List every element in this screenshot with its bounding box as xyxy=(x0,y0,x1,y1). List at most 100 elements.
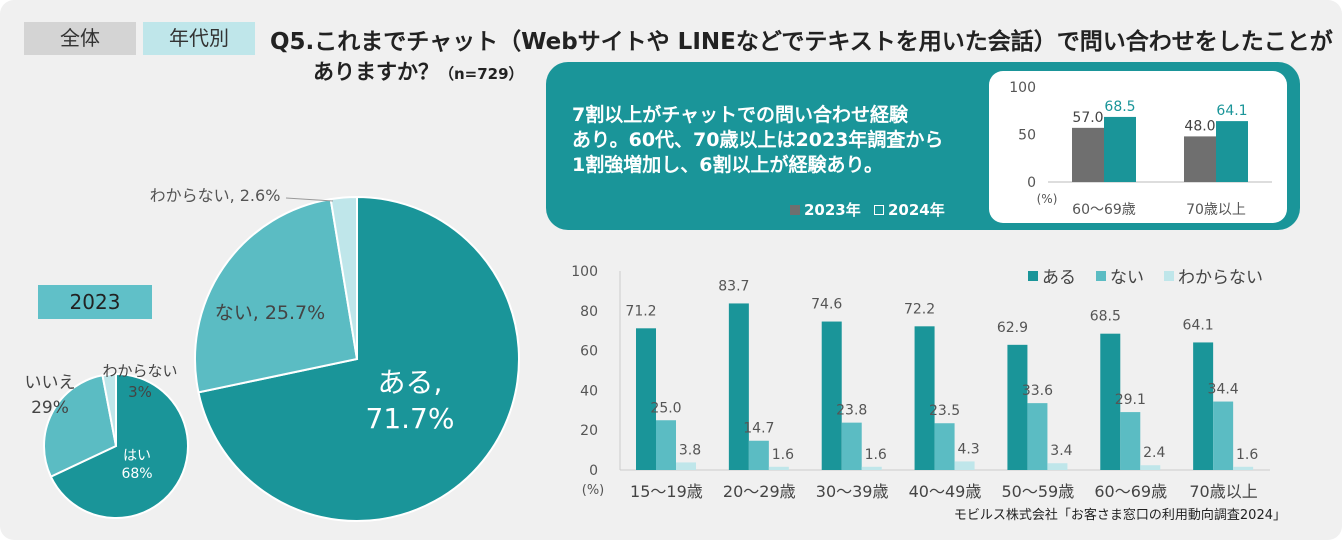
main-bar-3-1 xyxy=(821,321,842,470)
mini-ytick-2: 50 xyxy=(1018,128,1036,144)
main-ytick-3: 40 xyxy=(580,383,598,399)
pie-2023-label-no: いいえ xyxy=(25,373,76,393)
main-category-6: 60〜69歳 xyxy=(1094,482,1167,501)
main-bar-1-2 xyxy=(656,420,676,470)
main-legend-label-3: わからない xyxy=(1178,268,1263,288)
main-value-5-3: 3.4 xyxy=(1050,443,1072,459)
main-bar-2-2 xyxy=(748,440,769,470)
pie-2024-slice-3 xyxy=(329,195,358,360)
tab-all[interactable]: 全体 xyxy=(24,22,136,55)
main-bar-3-2 xyxy=(841,422,862,470)
mini-chart-legend: 2023年 2024年 xyxy=(790,199,945,220)
mini-bar-2-2 xyxy=(1216,121,1248,182)
main-bar-5-2 xyxy=(1027,403,1048,470)
pie-2024-label-no: ない, 25.7% xyxy=(215,302,325,324)
legend-2024-label: 2024年 xyxy=(887,201,945,219)
pie-2023-value-unknown: 3% xyxy=(128,383,152,401)
main-category-3: 30〜39歳 xyxy=(816,482,889,501)
pie-2024-slice-2 xyxy=(194,198,359,394)
pie-2023-value-yes: 68% xyxy=(121,466,152,482)
pie-2024-value-yes: 71.7% xyxy=(366,402,455,435)
mini-bar-2-1 xyxy=(1184,136,1216,182)
main-bar-6-2 xyxy=(1120,412,1141,470)
main-bar-7-2 xyxy=(1213,401,1234,470)
main-value-6-3: 2.4 xyxy=(1143,445,1165,461)
mini-ytick-3: 100 xyxy=(1009,80,1036,96)
year-2023-label: 2023 xyxy=(38,285,152,319)
mini-ylabel: (%) xyxy=(1037,192,1058,206)
main-value-2-2: 14.7 xyxy=(743,421,774,437)
mini-value-2-1: 48.0 xyxy=(1184,118,1215,134)
main-value-1-1: 71.2 xyxy=(625,303,656,319)
main-value-3-1: 74.6 xyxy=(811,297,842,313)
main-bar-5-3 xyxy=(1047,463,1068,470)
main-value-2-3: 1.6 xyxy=(772,447,794,463)
question-title-line1: Q5.これまでチャット（Webサイトや LINEなどでテキストを用いた会話）で問… xyxy=(270,29,1333,55)
mini-value-1-1: 57.0 xyxy=(1072,110,1103,126)
pie-2024-label-yes: ある, xyxy=(378,366,443,399)
main-legend-label-2: ない xyxy=(1110,268,1144,288)
mini-ytick-1: 0 xyxy=(1027,175,1036,191)
pie-2023-label-unknown: わからない xyxy=(102,362,177,380)
main-category-7: 70歳以上 xyxy=(1189,482,1257,501)
main-bar-7-3 xyxy=(1233,466,1254,470)
main-value-6-1: 68.5 xyxy=(1090,309,1121,325)
main-ytick-1: 0 xyxy=(589,463,598,479)
main-bar-6-3 xyxy=(1140,465,1161,470)
main-bar-4-1 xyxy=(914,326,935,470)
legend-2023-label: 2023年 xyxy=(804,201,861,219)
main-value-4-1: 72.2 xyxy=(904,301,935,317)
main-value-3-3: 1.6 xyxy=(865,447,887,463)
callout-line2: あり。60代、70歳以上は2023年調査から xyxy=(572,129,944,151)
main-ytick-4: 60 xyxy=(580,344,598,360)
main-bar-7-1 xyxy=(1193,342,1214,470)
mini-bar-1-1 xyxy=(1072,127,1104,182)
main-ylabel: (%) xyxy=(582,483,605,498)
main-value-1-3: 3.8 xyxy=(679,442,701,458)
main-value-3-2: 23.8 xyxy=(836,403,867,419)
main-legend-swatch-3 xyxy=(1164,271,1174,281)
main-value-7-1: 64.1 xyxy=(1183,317,1214,333)
pie-2024-leader-line xyxy=(285,197,334,202)
source-credit: モビルス株式会社「お客さま窓口の利用動向調査2024」 xyxy=(953,508,1286,523)
pie-2023-slice-1 xyxy=(49,372,189,519)
sample-size: （n=729） xyxy=(439,65,524,83)
main-legend-swatch-2 xyxy=(1096,271,1106,281)
main-value-7-2: 34.4 xyxy=(1208,382,1239,398)
main-bar-4-3 xyxy=(954,461,975,470)
main-value-7-3: 1.6 xyxy=(1236,447,1258,463)
main-category-2: 20〜29歳 xyxy=(723,482,796,501)
mini-value-2-2: 64.1 xyxy=(1216,103,1247,119)
callout-line1: 7割以上がチャットでの問い合わせ経験 xyxy=(572,104,909,126)
legend-2024-swatch xyxy=(873,205,884,215)
callout-text: 7割以上がチャットでの問い合わせ経験 あり。60代、70歳以上は2023年調査か… xyxy=(572,103,982,178)
mini-category-1: 60〜69歳 xyxy=(1072,202,1136,218)
main-bar-1-3 xyxy=(676,462,696,470)
callout-line3: 1割強増加し、6割以上が経験あり。 xyxy=(572,154,884,176)
main-category-1: 15〜19歳 xyxy=(630,482,703,501)
question-title-line2: ありますか？（n=729） xyxy=(313,56,524,86)
main-bar-2-3 xyxy=(768,466,789,470)
main-value-4-2: 23.5 xyxy=(929,403,960,419)
main-value-5-2: 33.6 xyxy=(1022,383,1053,399)
main-ytick-2: 20 xyxy=(580,423,598,439)
main-value-5-1: 62.9 xyxy=(997,320,1028,336)
main-legend-label-1: ある xyxy=(1042,268,1076,288)
main-category-4: 40〜49歳 xyxy=(909,482,982,501)
main-bar-3-3 xyxy=(861,466,882,470)
main-bar-2-1 xyxy=(728,303,749,470)
main-value-6-2: 29.1 xyxy=(1115,392,1146,408)
mini-category-2: 70歳以上 xyxy=(1186,202,1246,218)
mini-value-1-2: 68.5 xyxy=(1104,99,1135,115)
tab-by-age[interactable]: 年代別 xyxy=(143,22,255,55)
pie-2023-slice-2 xyxy=(43,374,118,478)
pie-2024-slice-1 xyxy=(197,195,520,522)
main-category-5: 50〜59歳 xyxy=(1001,482,1074,501)
main-value-4-3: 4.3 xyxy=(957,441,979,457)
main-bar-5-1 xyxy=(1007,344,1028,470)
main-bar-4-2 xyxy=(934,423,955,470)
pie-2023-label-yes: はい xyxy=(123,448,151,464)
main-legend-swatch-1 xyxy=(1028,271,1038,281)
main-value-2-1: 83.7 xyxy=(718,278,749,294)
